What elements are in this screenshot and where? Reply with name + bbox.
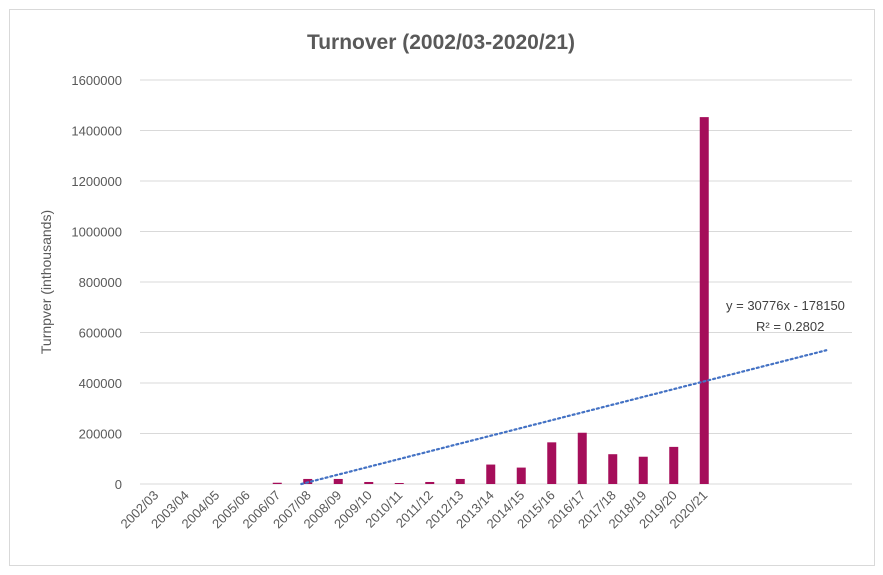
bar xyxy=(699,117,709,485)
trendline-equation: y = 30776x - 178150 xyxy=(726,298,845,313)
trendline xyxy=(300,349,828,486)
chart-title: Turnover (2002/03-2020/21) xyxy=(307,31,575,54)
y-tick-label: 200000 xyxy=(79,427,122,442)
y-tick-label: 400000 xyxy=(79,376,122,391)
bar xyxy=(669,446,679,484)
bar xyxy=(455,478,465,484)
gridlines xyxy=(140,79,852,485)
y-tick-label: 1000000 xyxy=(71,225,122,240)
bar xyxy=(638,456,648,484)
bar xyxy=(364,481,374,484)
y-tick-label: 600000 xyxy=(79,326,122,341)
y-axis-ticks: 0 200000 400000 600000 800000 1000000 1200000 1… xyxy=(71,73,122,492)
y-tick-label: 800000 xyxy=(79,275,122,290)
y-tick-label: 1400000 xyxy=(71,124,122,139)
bar-series xyxy=(272,117,709,485)
bar xyxy=(577,432,587,484)
y-tick-label: 1200000 xyxy=(71,174,122,189)
bar xyxy=(608,454,618,484)
chart-frame xyxy=(9,9,875,566)
bar xyxy=(394,482,404,484)
bar xyxy=(516,467,526,484)
trendline-path xyxy=(300,349,828,486)
bar xyxy=(486,464,496,484)
bar xyxy=(272,482,282,484)
trendline-r2: R² = 0.2802 xyxy=(756,319,824,334)
bar xyxy=(425,481,435,484)
y-axis-label: Turnpver (inthousands) xyxy=(38,210,54,354)
x-axis-ticks: 2002/032003/042004/052005/062006/072007/… xyxy=(118,488,711,532)
y-tick-label: 0 xyxy=(115,477,122,492)
bar xyxy=(547,442,557,484)
y-tick-label: 1600000 xyxy=(71,73,122,88)
bar xyxy=(333,478,343,484)
